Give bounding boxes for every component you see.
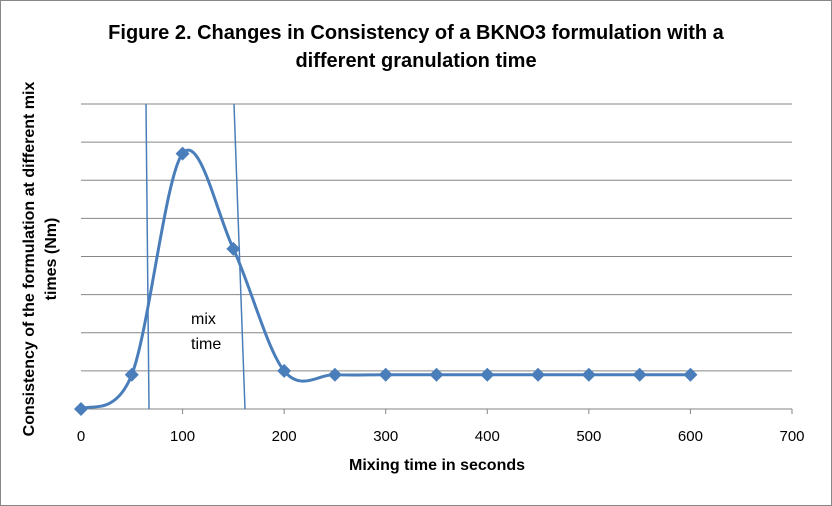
x-tick-label: 400 [475,428,500,445]
point [531,367,546,382]
x-tick-label: 0 [77,428,85,445]
point [124,367,139,382]
point [632,367,647,382]
x-axis-title: Mixing time in seconds [348,457,526,474]
mix-line [145,103,150,410]
x-tick-label: 300 [373,428,398,445]
point [74,402,88,416]
point [327,367,342,382]
mix-line [233,103,246,410]
point [175,146,190,161]
point [581,367,596,382]
point [226,241,241,256]
x-tick-label: 600 [678,428,703,445]
point [378,367,393,382]
x-tick-label: 100 [170,428,195,445]
point [429,367,444,382]
annotation: mix time [191,311,222,353]
x-tick-label: 500 [576,428,601,445]
point [480,367,495,382]
x-tick-label: 200 [272,428,297,445]
point [683,367,698,382]
x-tick-label: 700 [779,428,804,445]
point [277,363,292,378]
y-axis-title: Consistency of the formulation at differ… [21,81,60,437]
chart-title: Figure 2. Changes in Consistency of a BK… [108,22,724,72]
